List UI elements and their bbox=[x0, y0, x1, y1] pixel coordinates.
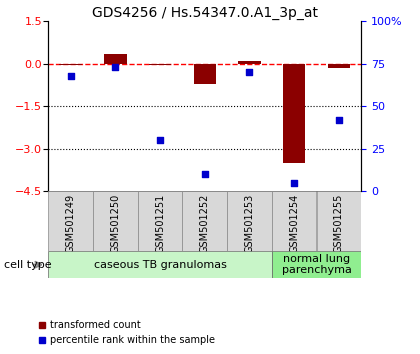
Point bbox=[246, 69, 253, 75]
Bar bbox=[238, 61, 261, 64]
Text: normal lung
parenchyma: normal lung parenchyma bbox=[281, 254, 352, 275]
Bar bbox=[272, 191, 317, 251]
Point bbox=[157, 137, 163, 143]
Text: GSM501255: GSM501255 bbox=[334, 194, 344, 253]
Bar bbox=[317, 191, 361, 251]
Text: GSM501250: GSM501250 bbox=[110, 194, 121, 253]
Bar bbox=[60, 64, 82, 65]
Text: GSM501249: GSM501249 bbox=[66, 194, 76, 253]
Bar bbox=[48, 251, 272, 278]
Text: caseous TB granulomas: caseous TB granulomas bbox=[94, 259, 226, 270]
Legend: transformed count, percentile rank within the sample: transformed count, percentile rank withi… bbox=[34, 316, 219, 349]
Point bbox=[112, 64, 119, 70]
Text: GSM501252: GSM501252 bbox=[200, 194, 210, 253]
Bar bbox=[283, 64, 305, 163]
Title: GDS4256 / Hs.54347.0.A1_3p_at: GDS4256 / Hs.54347.0.A1_3p_at bbox=[92, 6, 318, 20]
Text: cell type: cell type bbox=[4, 259, 52, 270]
Text: GSM501253: GSM501253 bbox=[244, 194, 255, 253]
Bar bbox=[194, 64, 216, 84]
Bar bbox=[328, 64, 350, 68]
Bar bbox=[272, 251, 361, 278]
Point bbox=[67, 73, 74, 79]
Point bbox=[336, 117, 342, 122]
Text: GSM501251: GSM501251 bbox=[155, 194, 165, 253]
Bar bbox=[182, 191, 227, 251]
Bar bbox=[48, 191, 93, 251]
Point bbox=[291, 180, 297, 185]
Bar bbox=[138, 191, 182, 251]
Bar bbox=[227, 191, 272, 251]
Bar bbox=[93, 191, 138, 251]
Bar bbox=[104, 54, 126, 64]
Point bbox=[202, 171, 208, 177]
Bar bbox=[149, 64, 171, 65]
Text: GSM501254: GSM501254 bbox=[289, 194, 299, 253]
